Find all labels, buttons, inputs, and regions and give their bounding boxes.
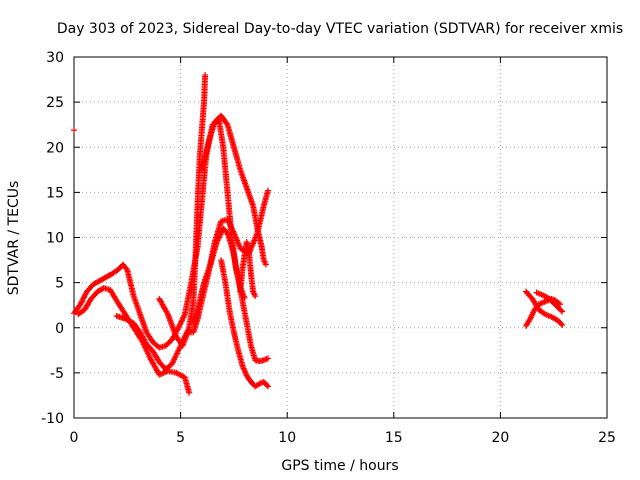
plot-frame	[73, 56, 608, 419]
x-tick-label: 25	[598, 430, 616, 446]
y-tick-label: 30	[46, 50, 64, 66]
data-point-sat-g	[265, 383, 272, 390]
y-tick-label: 25	[46, 95, 64, 111]
data-point-sat-h	[252, 293, 259, 300]
x-tick-label: 5	[176, 430, 185, 446]
x-tick-label: 20	[491, 430, 509, 446]
data-point-sat-j	[559, 322, 566, 329]
data-point-sat-e	[265, 355, 272, 362]
y-tick-labels: -10 -5 0 5 10 15 20 25 30	[41, 50, 64, 427]
y-tick-label: 10	[46, 231, 64, 247]
data-point-sat-j	[558, 320, 565, 327]
data-point-sat-i	[557, 301, 564, 308]
data-point-sat-k	[559, 308, 566, 315]
data-point-sat-d	[164, 309, 171, 316]
data-point-sat-f	[223, 120, 230, 127]
data-point-sat-c	[265, 187, 272, 194]
data-point-sat-a	[186, 389, 193, 396]
data-point-sat-g	[263, 382, 270, 389]
data-point-sat-f	[262, 261, 269, 268]
x-tick-label: 10	[278, 430, 296, 446]
data-marks	[71, 72, 566, 396]
x-tick-labels: 0 5 10 15 20 25	[70, 430, 616, 446]
x-tick-label: 15	[385, 430, 403, 446]
y-tick-label: -10	[41, 411, 64, 427]
y-tick-label: -5	[50, 366, 64, 382]
y-tick-label: 0	[55, 321, 64, 337]
data-point-sat-a	[71, 127, 77, 134]
y-tick-label: 15	[46, 185, 64, 201]
y-axis-label: SDTVAR / TECUs	[6, 181, 22, 296]
x-tick-label: 0	[70, 430, 79, 446]
y-tick-label: 5	[55, 276, 64, 292]
data-point-sat-k	[558, 307, 565, 314]
x-axis-label: GPS time / hours	[281, 458, 398, 474]
y-tick-label: 20	[46, 140, 64, 156]
data-point-sat-d	[202, 72, 209, 79]
data-point-sat-e	[262, 356, 269, 363]
chart-title: Day 303 of 2023, Sidereal Day-to-day VTE…	[57, 21, 623, 37]
